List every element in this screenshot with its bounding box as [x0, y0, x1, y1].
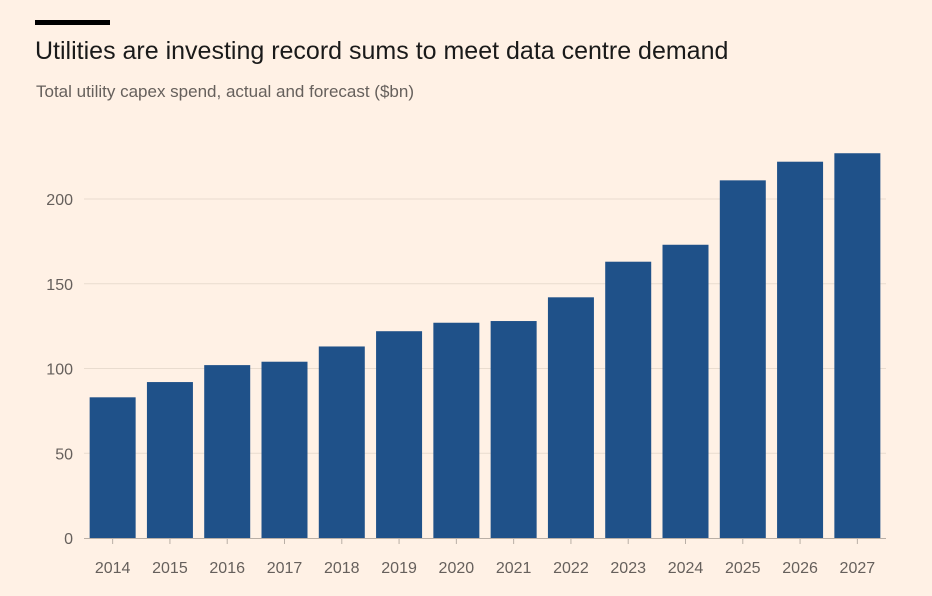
x-tick-label-2019: 2019 [381, 560, 417, 577]
bar-2019 [376, 331, 423, 538]
x-tick-label-2018: 2018 [324, 560, 360, 577]
x-tick-label-2026: 2026 [782, 560, 818, 577]
chart-subtitle: Total utility capex spend, actual and fo… [36, 82, 414, 101]
y-tick-label-150: 150 [46, 277, 73, 294]
y-tick-label-100: 100 [46, 362, 73, 379]
bar-2025 [719, 180, 766, 538]
bar-2016 [204, 365, 251, 538]
bar-2017 [261, 361, 308, 538]
title-accent-rule [35, 20, 110, 25]
x-tick-label-2022: 2022 [553, 560, 589, 577]
bar-2022 [547, 297, 594, 538]
bar-2024 [662, 244, 709, 538]
chart-title: Utilities are investing record sums to m… [35, 37, 729, 65]
x-tick-labels: 2014 2015 2016 2017 2018 2019 2020 2021 2022 2023… [95, 560, 875, 577]
bar-2018 [318, 346, 365, 538]
x-tick-label-2024: 2024 [668, 560, 704, 577]
x-axis [84, 538, 886, 544]
x-tick-label-2015: 2015 [152, 560, 188, 577]
bar-2015 [146, 382, 193, 538]
bar-2023 [605, 261, 652, 538]
x-tick-label-2023: 2023 [610, 560, 646, 577]
x-tick-label-2021: 2021 [496, 560, 532, 577]
x-tick-label-2025: 2025 [725, 560, 761, 577]
x-tick-label-2027: 2027 [840, 560, 876, 577]
bars [89, 153, 881, 539]
y-tick-label-0: 0 [64, 531, 73, 548]
bar-2020 [433, 322, 480, 538]
x-tick-label-2017: 2017 [267, 560, 303, 577]
bar-2021 [490, 321, 537, 538]
bar-2014 [89, 397, 136, 538]
y-tick-labels: 0 50 100 150 200 [46, 192, 73, 548]
x-tick-label-2016: 2016 [209, 560, 245, 577]
x-tick-label-2014: 2014 [95, 560, 131, 577]
y-tick-label-200: 200 [46, 192, 73, 209]
bar-2026 [777, 161, 824, 538]
x-tick-label-2020: 2020 [439, 560, 475, 577]
y-tick-label-50: 50 [55, 446, 73, 463]
bar-2027 [834, 153, 881, 539]
